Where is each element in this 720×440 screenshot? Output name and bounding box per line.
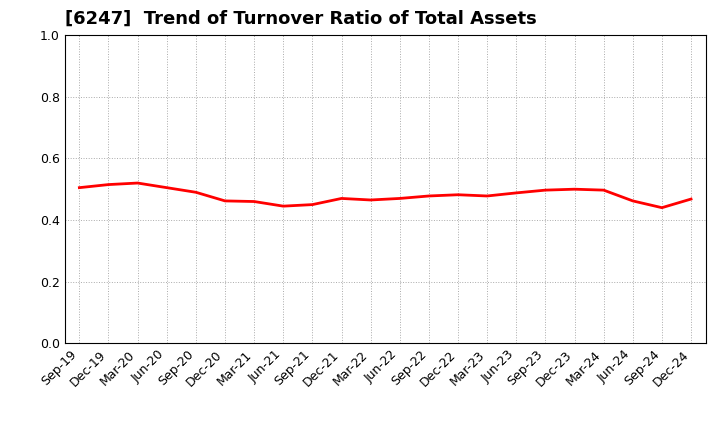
Text: [6247]  Trend of Turnover Ratio of Total Assets: [6247] Trend of Turnover Ratio of Total … (65, 10, 536, 28)
